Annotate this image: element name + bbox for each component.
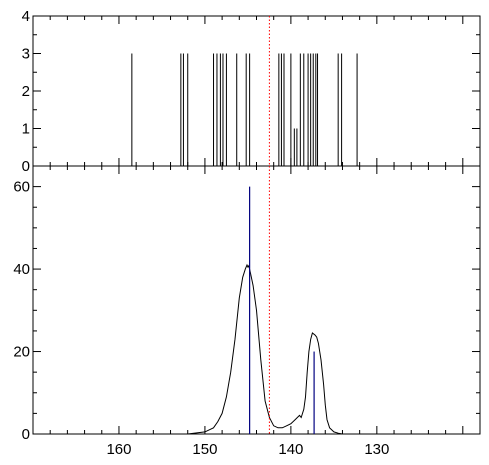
x-tick-label: 130: [364, 441, 389, 458]
top-panel: 0 1 2 3 4: [22, 8, 481, 175]
y-tick-label: 3: [22, 46, 30, 63]
series-line: [110, 263, 390, 435]
y-tick-label: 2: [22, 83, 30, 100]
y-tick-label: 1: [22, 121, 30, 138]
y-tick-label: 4: [22, 8, 30, 25]
y-tick-label: 0: [22, 426, 30, 443]
y-tick-label: 0: [22, 158, 30, 175]
y-tick-label: 20: [13, 344, 30, 361]
y-tick-label: 60: [13, 179, 30, 196]
plot-frame: [32, 15, 481, 167]
x-tick-label: 160: [106, 441, 131, 458]
y-tick-label: 40: [13, 261, 30, 278]
x-tick-label: 140: [278, 441, 303, 458]
x-tick-label: 150: [192, 441, 217, 458]
bottom-panel: 0 20 40 60 160 150 140 130: [13, 165, 481, 458]
plot-frame: [32, 165, 481, 435]
